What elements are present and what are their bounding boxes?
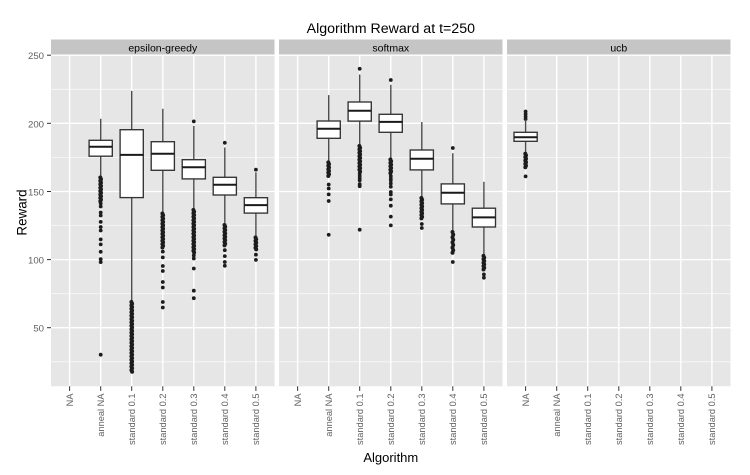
svg-text:standard 0.5: standard 0.5 <box>479 394 489 445</box>
svg-text:ucb: ucb <box>610 42 627 54</box>
svg-text:standard 0.3: standard 0.3 <box>189 394 199 445</box>
svg-text:250: 250 <box>28 51 44 62</box>
svg-text:standard 0.1: standard 0.1 <box>127 394 137 445</box>
svg-text:Algorithm Reward at t=250: Algorithm Reward at t=250 <box>307 21 475 37</box>
svg-text:standard 0.5: standard 0.5 <box>707 394 717 445</box>
svg-text:standard 0.4: standard 0.4 <box>220 394 230 445</box>
svg-text:Reward: Reward <box>14 189 29 235</box>
svg-text:Algorithm: Algorithm <box>363 450 418 465</box>
svg-text:200: 200 <box>28 119 44 130</box>
svg-text:NA: NA <box>521 393 531 407</box>
svg-text:standard 0.3: standard 0.3 <box>417 394 427 445</box>
svg-text:standard 0.2: standard 0.2 <box>614 394 624 445</box>
svg-text:standard 0.1: standard 0.1 <box>583 394 593 445</box>
svg-text:standard 0.4: standard 0.4 <box>676 394 686 445</box>
svg-text:standard 0.1: standard 0.1 <box>355 394 365 445</box>
svg-text:50: 50 <box>33 324 44 335</box>
svg-text:NA: NA <box>293 393 303 407</box>
svg-text:softmax: softmax <box>372 42 410 54</box>
svg-text:standard 0.5: standard 0.5 <box>251 394 261 445</box>
svg-text:standard 0.4: standard 0.4 <box>448 394 458 445</box>
svg-text:standard 0.3: standard 0.3 <box>645 394 655 445</box>
svg-text:anneal NA: anneal NA <box>552 393 562 437</box>
svg-text:anneal NA: anneal NA <box>96 393 106 437</box>
svg-text:150: 150 <box>28 188 44 199</box>
svg-text:NA: NA <box>65 393 75 407</box>
svg-text:100: 100 <box>28 256 44 267</box>
svg-text:standard 0.2: standard 0.2 <box>158 394 168 445</box>
svg-text:anneal NA: anneal NA <box>324 393 334 437</box>
svg-text:epsilon-greedy: epsilon-greedy <box>128 42 198 54</box>
svg-text:standard 0.2: standard 0.2 <box>386 394 396 445</box>
